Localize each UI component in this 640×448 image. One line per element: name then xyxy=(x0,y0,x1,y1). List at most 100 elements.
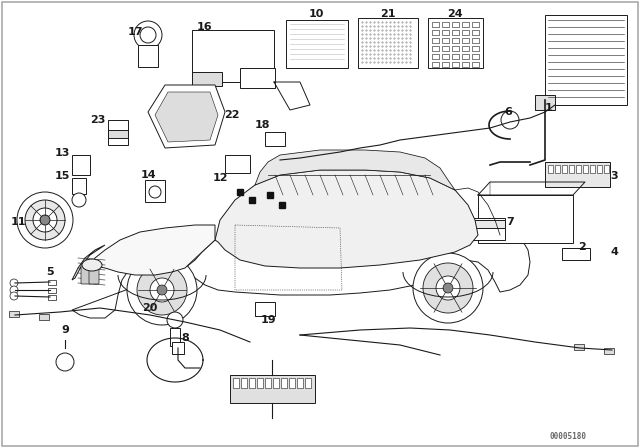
Bar xyxy=(297,378,303,388)
Bar xyxy=(478,195,573,243)
Bar xyxy=(281,378,287,388)
Bar xyxy=(265,132,285,146)
Bar xyxy=(545,15,627,105)
Text: 2: 2 xyxy=(578,242,586,252)
Text: 21: 21 xyxy=(380,9,396,19)
Bar xyxy=(145,180,165,202)
Bar xyxy=(48,280,56,285)
Bar xyxy=(597,165,602,173)
Circle shape xyxy=(10,286,18,294)
Bar xyxy=(555,165,560,173)
Polygon shape xyxy=(215,170,478,268)
Bar xyxy=(472,54,479,59)
Bar xyxy=(462,46,469,51)
Bar xyxy=(452,46,459,51)
Bar xyxy=(452,38,459,43)
Bar xyxy=(233,378,239,388)
Bar xyxy=(604,165,609,173)
Text: 15: 15 xyxy=(54,171,70,181)
Bar xyxy=(472,22,479,27)
Text: 1: 1 xyxy=(545,103,553,113)
Circle shape xyxy=(436,276,460,300)
Bar xyxy=(462,54,469,59)
Circle shape xyxy=(443,283,453,293)
Bar xyxy=(241,378,247,388)
Circle shape xyxy=(167,312,183,328)
Bar xyxy=(305,378,311,388)
Bar xyxy=(462,62,469,67)
Circle shape xyxy=(137,265,187,315)
Circle shape xyxy=(127,255,197,325)
Bar xyxy=(170,328,180,346)
Text: 20: 20 xyxy=(142,303,157,313)
Circle shape xyxy=(10,292,18,300)
FancyBboxPatch shape xyxy=(81,264,91,284)
Text: 18: 18 xyxy=(254,120,269,130)
Bar xyxy=(72,155,90,175)
Text: 6: 6 xyxy=(504,107,512,117)
Bar xyxy=(432,38,439,43)
Circle shape xyxy=(10,279,18,287)
Text: 3: 3 xyxy=(610,171,618,181)
Text: 11: 11 xyxy=(10,217,26,227)
Bar xyxy=(249,378,255,388)
Polygon shape xyxy=(155,92,218,142)
Bar xyxy=(452,30,459,35)
Bar xyxy=(452,62,459,67)
Bar xyxy=(432,22,439,27)
Bar xyxy=(535,95,555,110)
Text: 19: 19 xyxy=(260,315,276,325)
Bar xyxy=(257,378,263,388)
Polygon shape xyxy=(90,225,215,275)
Bar xyxy=(453,218,505,240)
Text: 24: 24 xyxy=(447,9,463,19)
Bar xyxy=(289,378,295,388)
Polygon shape xyxy=(255,150,455,190)
Bar xyxy=(545,162,610,187)
Text: 8: 8 xyxy=(181,333,189,343)
Ellipse shape xyxy=(82,259,102,271)
Text: 00005180: 00005180 xyxy=(550,431,586,440)
Bar xyxy=(472,46,479,51)
Bar xyxy=(574,344,584,350)
Bar xyxy=(108,130,128,138)
Bar xyxy=(358,18,418,68)
Bar xyxy=(432,54,439,59)
Bar xyxy=(230,375,315,403)
Bar xyxy=(48,295,56,300)
Text: 14: 14 xyxy=(140,170,156,180)
Text: 4: 4 xyxy=(610,247,618,257)
Text: 10: 10 xyxy=(308,9,324,19)
Bar xyxy=(452,54,459,59)
Bar xyxy=(548,165,553,173)
Bar xyxy=(576,165,581,173)
Bar xyxy=(442,54,449,59)
Bar xyxy=(590,165,595,173)
Circle shape xyxy=(423,263,473,313)
Bar xyxy=(432,30,439,35)
Bar xyxy=(172,342,184,354)
Bar xyxy=(225,155,250,173)
Text: 16: 16 xyxy=(197,22,213,32)
Text: 9: 9 xyxy=(61,325,69,335)
Bar xyxy=(442,46,449,51)
Circle shape xyxy=(501,111,519,129)
Bar xyxy=(265,378,271,388)
Bar xyxy=(108,120,128,145)
Polygon shape xyxy=(148,85,225,148)
Bar xyxy=(462,38,469,43)
Bar xyxy=(240,68,275,88)
Bar xyxy=(462,22,469,27)
Polygon shape xyxy=(72,245,105,280)
Bar xyxy=(472,62,479,67)
Bar xyxy=(138,45,158,67)
Bar xyxy=(273,378,279,388)
Bar xyxy=(442,22,449,27)
Bar xyxy=(453,220,505,228)
Bar xyxy=(442,62,449,67)
Circle shape xyxy=(134,21,162,49)
Text: 5: 5 xyxy=(46,267,54,277)
Bar xyxy=(442,38,449,43)
Bar xyxy=(442,30,449,35)
Circle shape xyxy=(413,253,483,323)
